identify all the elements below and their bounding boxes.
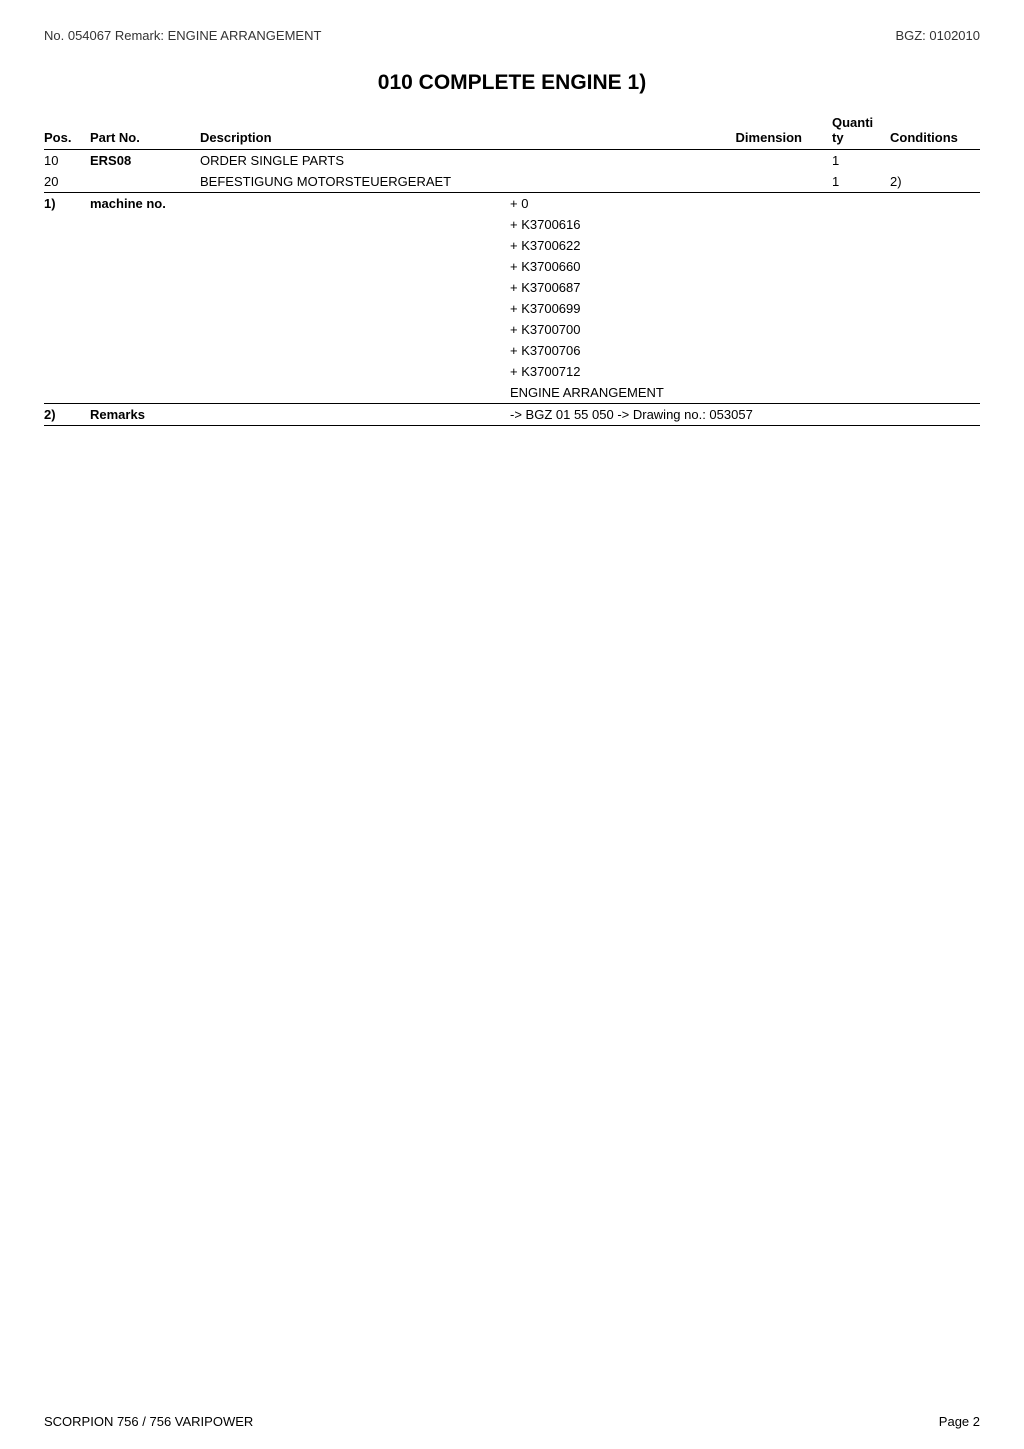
col-pos: Pos. bbox=[44, 111, 90, 150]
col-dim: Dimension bbox=[510, 111, 832, 150]
table-row: 10ERS08ORDER SINGLE PARTS1 bbox=[44, 150, 980, 172]
section-machine-no: 1)machine no.+ 0 bbox=[44, 193, 980, 215]
footer-right: Page 2 bbox=[939, 1414, 980, 1429]
machine-no-line: + K3700712 bbox=[44, 361, 980, 382]
machine-no-line: + K3700622 bbox=[44, 235, 980, 256]
machine-no-line: + K3700616 bbox=[44, 214, 980, 235]
col-desc: Description bbox=[200, 111, 510, 150]
machine-no-line: + K3700700 bbox=[44, 319, 980, 340]
machine-no-line: ENGINE ARRANGEMENT bbox=[44, 382, 980, 403]
header-left: No. 054067 Remark: ENGINE ARRANGEMENT bbox=[44, 28, 321, 43]
machine-no-line: + K3700706 bbox=[44, 340, 980, 361]
parts-table: Pos. Part No. Description Dimension Quan… bbox=[44, 111, 980, 426]
machine-no-line: + K3700660 bbox=[44, 256, 980, 277]
col-cond: Conditions bbox=[890, 111, 980, 150]
col-qty: Quantity bbox=[832, 111, 890, 150]
machine-no-line: + K3700687 bbox=[44, 277, 980, 298]
section-remarks: 2)Remarks-> BGZ 01 55 050 -> Drawing no.… bbox=[44, 404, 980, 426]
page-title: 010 COMPLETE ENGINE 1) bbox=[44, 71, 980, 95]
footer-left: SCORPION 756 / 756 VARIPOWER bbox=[44, 1414, 253, 1429]
col-part: Part No. bbox=[90, 111, 200, 150]
machine-no-line: + K3700699 bbox=[44, 298, 980, 319]
table-row: 20BEFESTIGUNG MOTORSTEUERGERAET12) bbox=[44, 171, 980, 192]
header-right: BGZ: 0102010 bbox=[895, 28, 980, 43]
